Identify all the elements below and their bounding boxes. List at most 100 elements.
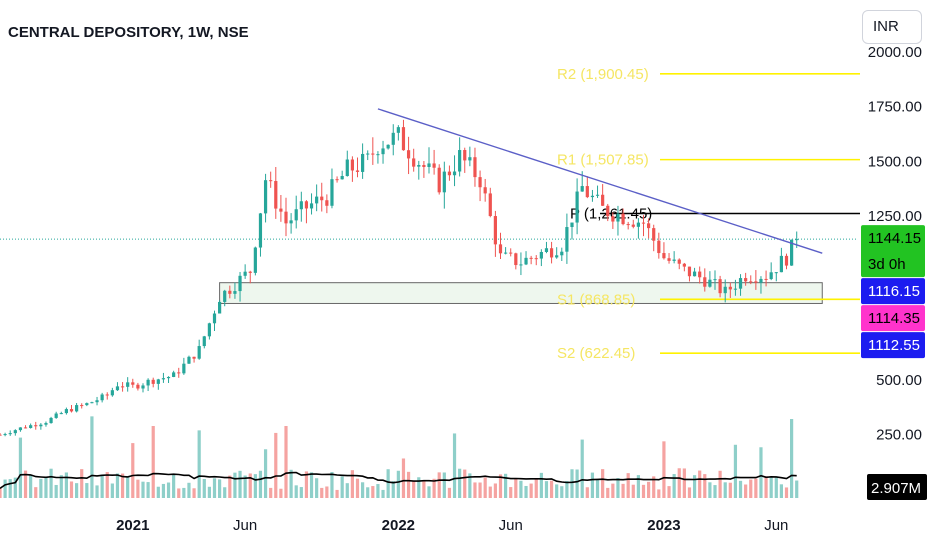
volume-bar <box>18 437 23 498</box>
price-tick-label: 250.00 <box>876 427 922 444</box>
candle-body <box>23 427 28 429</box>
candle <box>248 270 252 284</box>
candle <box>64 407 68 415</box>
candle <box>202 335 206 349</box>
candle <box>575 178 579 235</box>
candle <box>708 271 712 288</box>
candle-body <box>698 271 702 278</box>
candle-body <box>744 278 748 282</box>
price-tick-label: 2000.00 <box>868 44 922 61</box>
candle-body <box>422 164 426 167</box>
volume-bar <box>468 473 472 498</box>
candle <box>243 264 247 279</box>
candle <box>258 212 263 257</box>
candle <box>386 144 390 150</box>
candle-body <box>452 171 457 176</box>
volume-tag-value: 2.907M <box>871 480 921 497</box>
price-tag-bg <box>861 278 925 305</box>
candle <box>233 282 237 299</box>
trendline <box>377 108 823 254</box>
volume-bar <box>238 470 242 498</box>
candle <box>207 322 211 340</box>
candle-body <box>238 275 242 292</box>
candle <box>498 232 503 259</box>
candle-body <box>54 413 58 418</box>
candle <box>166 376 171 383</box>
candle <box>631 219 635 229</box>
candle-body <box>80 405 84 407</box>
volume-bar <box>100 474 104 498</box>
candle-body <box>759 278 763 283</box>
volume-bar <box>34 487 38 498</box>
price-tag: 1116.15 <box>861 278 925 305</box>
candle <box>340 170 344 180</box>
currency-selector[interactable]: INR <box>862 10 922 44</box>
pivot-label-s2: S2 (622.45) <box>557 345 635 362</box>
candle <box>376 151 380 164</box>
candle <box>3 432 7 437</box>
volume-bar <box>381 489 385 498</box>
support-zone-layer <box>219 282 823 304</box>
candle <box>197 339 201 360</box>
volume-bar <box>3 479 7 498</box>
candle <box>355 157 360 178</box>
candle-body <box>601 194 605 206</box>
volume-bar <box>340 476 344 498</box>
candle-body <box>412 158 416 167</box>
candle <box>85 402 89 407</box>
volume-bar <box>192 488 196 498</box>
candle-body <box>381 148 385 155</box>
candle-body <box>274 181 278 209</box>
candle <box>136 382 140 391</box>
candle <box>611 212 615 229</box>
candle <box>606 203 610 222</box>
volume-bar <box>549 480 554 498</box>
volume-bar <box>361 482 365 498</box>
candle <box>381 140 385 164</box>
candle-body <box>733 288 738 290</box>
candle-body <box>258 213 263 248</box>
volume-bar <box>376 484 380 498</box>
volume-bar <box>110 483 114 498</box>
volume-bar <box>555 484 559 498</box>
price-tag-bg <box>861 305 925 332</box>
candle-body <box>498 244 503 254</box>
volume-bar <box>784 487 789 498</box>
candle <box>590 189 595 202</box>
candle-body <box>253 247 257 273</box>
candle <box>764 270 768 287</box>
candle <box>769 262 773 281</box>
volume-bar <box>197 430 201 498</box>
volume-bar <box>309 472 314 498</box>
candle-body <box>769 272 773 280</box>
volume-bar <box>493 483 497 498</box>
candle <box>29 423 33 429</box>
candle-body <box>514 253 518 266</box>
candle <box>524 251 528 266</box>
volume-bar <box>682 468 686 498</box>
candle-body <box>44 423 48 425</box>
candle <box>473 147 477 187</box>
candle-body <box>396 127 400 133</box>
volume-bar <box>432 478 436 498</box>
candle <box>110 387 114 397</box>
candle <box>299 191 303 222</box>
volume-bar <box>39 478 43 498</box>
volume-bar <box>0 487 2 498</box>
candle-body <box>366 153 370 155</box>
candle-body <box>621 213 625 225</box>
candle-body <box>279 208 283 212</box>
candle <box>263 173 268 223</box>
candle <box>131 378 135 388</box>
candle-body <box>442 171 446 193</box>
candle-body <box>294 209 298 221</box>
price-tag-bg <box>861 332 925 359</box>
candle <box>514 252 518 270</box>
time-tick-label: 2021 <box>116 517 149 534</box>
time-tick-label: Jun <box>233 517 257 534</box>
volume-bar <box>146 482 150 498</box>
volume-bar <box>580 439 584 498</box>
volume-bar <box>672 474 676 498</box>
candle <box>544 241 549 254</box>
